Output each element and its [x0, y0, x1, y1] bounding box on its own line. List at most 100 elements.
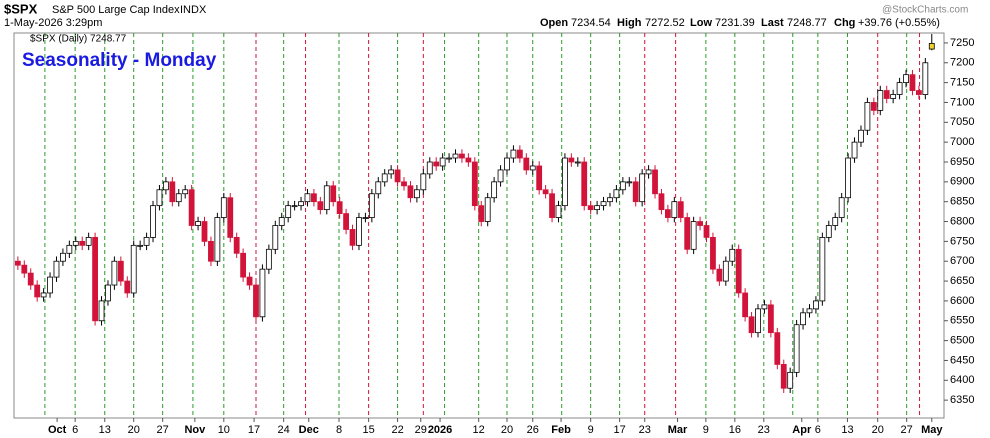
candle-body [265, 248, 272, 270]
candle-body [658, 193, 665, 211]
candle-body [536, 165, 543, 191]
x-tick-label: 27 [901, 424, 913, 436]
candle-body [72, 240, 79, 246]
candle-body [426, 161, 433, 175]
symbol: $SPX [4, 1, 38, 16]
candle-body [220, 197, 227, 218]
candle-body [549, 193, 555, 218]
candle-body [690, 221, 697, 250]
candle-body [259, 268, 266, 318]
candle-body [832, 217, 839, 226]
exchange: INDX [180, 4, 207, 16]
candle-body [130, 244, 137, 294]
candle-body [819, 237, 826, 302]
candle-body [903, 74, 909, 84]
candle-body [105, 284, 111, 302]
candle-body [587, 205, 594, 211]
x-tick-label: 13 [841, 424, 853, 436]
candle-body [291, 205, 298, 208]
candle-body [523, 157, 530, 171]
candle-body [182, 189, 189, 195]
candle-body [703, 225, 710, 238]
quote-value: 7231.39 [715, 17, 755, 29]
x-tick-label: 6 [72, 424, 78, 436]
y-tick-label: 6700 [950, 255, 974, 267]
candle-body [729, 248, 736, 262]
candle-body [767, 304, 774, 334]
candle-body [864, 102, 871, 131]
candle-body [845, 157, 852, 199]
candle-body [439, 157, 446, 167]
x-tick-label: Mar [668, 424, 688, 436]
candle-body [735, 248, 742, 294]
candle-body [652, 169, 658, 195]
candle-body [124, 280, 131, 294]
candle-body [40, 292, 47, 298]
candle-body [433, 161, 440, 167]
candle-body [137, 244, 144, 247]
candle-body [787, 371, 794, 389]
candle-body [877, 90, 884, 111]
candle-body [928, 43, 935, 50]
candle-body [304, 193, 311, 203]
candle-body [645, 169, 652, 175]
candle-body [761, 304, 768, 310]
candle-body [85, 237, 92, 246]
quote-value: 7248.77 [787, 17, 827, 29]
candle-body [484, 197, 491, 222]
candle-body [800, 312, 806, 326]
candle-body [92, 237, 98, 322]
candle-body [806, 308, 813, 314]
candle-body [272, 225, 279, 250]
candle-body [883, 90, 890, 99]
candle-body [381, 173, 388, 183]
y-tick-label: 6350 [950, 394, 974, 406]
candle-body [349, 229, 356, 246]
candle-body [53, 260, 60, 278]
x-tick-label: 17 [248, 424, 260, 436]
y-tick-label: 6400 [950, 374, 974, 386]
candle-body [175, 193, 182, 203]
candle-body [47, 276, 53, 294]
candle-body [79, 240, 86, 246]
candle-body [143, 237, 150, 246]
quote-label: Open [540, 17, 568, 29]
x-tick-label: Apr [792, 424, 812, 436]
candle-body [568, 157, 575, 163]
candle-body [214, 217, 221, 262]
candle-body [285, 205, 292, 218]
candle-body [497, 169, 504, 183]
candle-body [188, 189, 195, 226]
candle-body [471, 161, 478, 207]
candle-body [774, 332, 781, 365]
candle-body [896, 82, 903, 95]
quote-value: +39.76 (+0.55%) [858, 17, 940, 29]
candle-body [664, 209, 671, 218]
candle-body [922, 62, 929, 95]
candle-body [710, 237, 716, 270]
candle-body [240, 252, 247, 278]
x-tick-label: 20 [872, 424, 884, 436]
candle-body [375, 181, 382, 195]
x-tick-label: Feb [551, 424, 571, 436]
x-tick-label: Dec [299, 424, 319, 436]
candle-body [632, 181, 639, 203]
x-tick-label: 20 [501, 424, 513, 436]
y-tick-label: 6750 [950, 235, 974, 247]
candle-body [394, 169, 401, 183]
candle-body [574, 161, 581, 164]
candle-body [413, 189, 420, 199]
candle-body [388, 169, 395, 175]
candle-body [98, 300, 105, 322]
candle-body [311, 193, 317, 203]
x-tick-label: 12 [473, 424, 485, 436]
x-tick-label: Nov [184, 424, 206, 436]
candle-body [677, 201, 684, 218]
candle-body [60, 252, 66, 262]
quote-label: Chg [834, 17, 855, 29]
y-tick-label: 7150 [950, 77, 974, 89]
candle-body [446, 157, 452, 160]
candle-body [716, 268, 723, 282]
x-tick-label: 27 [157, 424, 169, 436]
timestamp: 1-May-2026 3:29pm [4, 17, 102, 29]
